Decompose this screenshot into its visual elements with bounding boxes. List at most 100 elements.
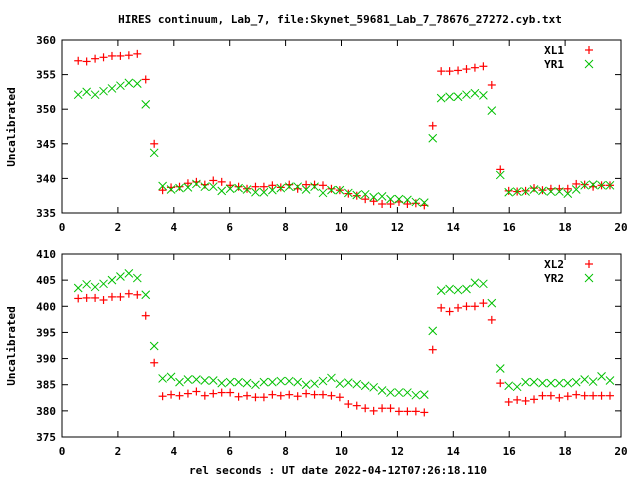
data-point-xl1 (217, 177, 226, 186)
data-point-yr2 (124, 268, 134, 278)
x-tick-label: 6 (226, 445, 233, 458)
data-point-yr2 (369, 382, 378, 392)
x-tick-label: 4 (170, 445, 177, 458)
x-tick-label: 20 (614, 221, 627, 234)
data-point-xl2 (209, 389, 218, 398)
data-point-yr2 (377, 386, 387, 395)
data-point-yr2 (487, 298, 497, 308)
data-point-yr1 (259, 187, 269, 197)
data-point-yr1 (462, 90, 471, 100)
data-point-yr2 (538, 378, 547, 388)
data-point-yr1 (141, 100, 151, 109)
data-point-yr1 (419, 198, 429, 207)
data-point-xl1 (150, 139, 159, 148)
data-point-yr2 (521, 377, 530, 387)
data-point-xl1 (82, 57, 91, 66)
data-point-xl1 (470, 63, 479, 72)
data-point-yr2 (327, 373, 336, 383)
data-point-yr2 (284, 376, 294, 386)
data-point-xl2 (251, 393, 260, 402)
data-point-yr2 (99, 279, 108, 289)
data-point-xl1 (437, 67, 446, 76)
data-point-yr1 (242, 185, 252, 194)
data-point-yr2 (428, 326, 438, 336)
data-point-yr2 (107, 275, 117, 285)
data-point-xl2 (445, 307, 454, 316)
data-point-xl2 (327, 391, 336, 400)
data-point-xl2 (116, 292, 125, 301)
data-point-yr2 (301, 380, 311, 390)
data-point-yr2 (200, 376, 210, 385)
data-point-xl1 (251, 182, 260, 191)
data-point-yr1 (158, 181, 167, 191)
data-point-xl2 (318, 390, 327, 399)
data-point-yr2 (394, 388, 404, 397)
data-point-yr1 (605, 180, 615, 190)
data-point-yr2 (580, 375, 590, 384)
y-tick-label: 340 (36, 172, 56, 185)
data-point-yr1 (124, 78, 134, 88)
data-point-yr1 (495, 170, 505, 180)
data-point-yr1 (394, 194, 404, 204)
data-point-yr1 (73, 90, 83, 100)
data-point-yr1 (470, 88, 480, 98)
data-point-yr1 (327, 185, 336, 195)
y-axis-label-bottom: Uncalibrated (5, 306, 18, 385)
data-point-yr1 (445, 92, 454, 102)
plot-bottom: 0 2 4 6 8 10 12 14 16 18 20 375 380 385 390 395 400 405 41… (36, 248, 628, 458)
data-point-yr1 (200, 182, 210, 192)
data-point-yr1 (301, 185, 311, 194)
x-tick-label: 14 (447, 445, 461, 458)
data-point-xl2 (513, 395, 522, 404)
data-point-xl2 (192, 387, 201, 396)
data-point-xl2 (361, 404, 370, 413)
x-tick-label: 16 (503, 445, 517, 458)
data-point-yr2 (132, 273, 142, 283)
data-point-yr1 (335, 185, 345, 195)
y-tick-label: 360 (36, 34, 56, 47)
x-tick-label: 2 (115, 221, 122, 234)
data-point-yr1 (107, 84, 117, 93)
x-tick-label: 0 (59, 221, 66, 234)
data-point-xl2 (141, 311, 150, 320)
data-point-yr2 (588, 377, 598, 386)
data-point-xl2 (487, 315, 496, 324)
data-point-yr1 (453, 92, 463, 102)
data-point-yr1 (580, 180, 590, 190)
data-point-xl2 (167, 390, 176, 399)
data-point-yr1 (554, 187, 564, 196)
data-point-yr2 (267, 377, 277, 387)
data-point-xl2 (504, 397, 513, 406)
data-point-yr1 (512, 187, 522, 196)
data-point-xl2 (470, 302, 479, 311)
data-point-xl2 (243, 391, 252, 400)
data-point-xl1 (479, 62, 488, 71)
legend-label-xl1: XL1 (544, 44, 564, 57)
data-point-xl2 (276, 391, 285, 400)
data-point-yr2 (234, 377, 243, 387)
data-point-xl2 (521, 396, 530, 405)
data-point-yr1 (521, 187, 530, 196)
data-point-xl2 (82, 293, 91, 302)
x-tick-label: 18 (558, 445, 571, 458)
data-point-yr2 (276, 376, 286, 386)
data-point-xl2 (352, 401, 361, 410)
data-point-xl1 (318, 181, 327, 190)
data-point-yr2 (225, 377, 235, 387)
legend-marker-xl2 (585, 260, 593, 268)
data-point-xl2 (293, 392, 302, 401)
data-point-yr2 (217, 378, 227, 388)
data-point-yr2 (208, 376, 218, 385)
data-point-yr2 (293, 377, 303, 387)
x-tick-label: 20 (614, 445, 627, 458)
y-tick-label: 350 (36, 103, 56, 116)
data-point-yr2 (546, 378, 556, 388)
data-point-yr1 (251, 187, 260, 197)
data-point-xl1 (496, 165, 505, 174)
x-tick-label: 16 (503, 221, 517, 234)
data-point-yr1 (529, 185, 539, 194)
data-point-yr2 (419, 390, 429, 400)
data-point-xl1 (226, 181, 235, 190)
data-point-yr2 (445, 284, 454, 294)
data-point-yr1 (318, 188, 328, 198)
